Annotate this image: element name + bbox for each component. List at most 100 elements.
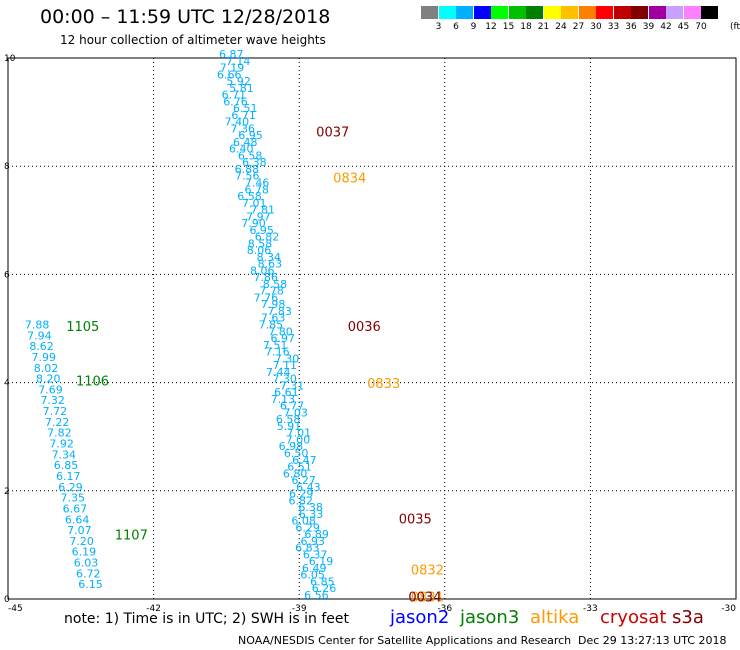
- color-swatch: [578, 6, 596, 19]
- wave-height-point: 6.72: [76, 567, 101, 580]
- wave-height-point: 6.40: [229, 143, 254, 156]
- wave-height-point: 7.63: [261, 312, 286, 325]
- wave-height-point: 7.40: [225, 116, 250, 129]
- color-scale-label: 12: [485, 22, 497, 32]
- y-tick-label: 2: [4, 487, 10, 497]
- y-tick-label: 6: [4, 270, 10, 280]
- color-scale-label: 3: [435, 22, 442, 32]
- wave-height-point: 8.02: [34, 362, 59, 375]
- wave-height-point: 6.43: [296, 481, 321, 494]
- wave-height-point: 8.06: [247, 244, 272, 257]
- wave-height-point: 6.82: [255, 231, 280, 244]
- wave-height-point: 6.27: [291, 474, 316, 487]
- wave-height-point: 6.56: [304, 589, 329, 602]
- pass-time-label: 0036: [348, 320, 381, 335]
- wave-height-point: 6.97: [271, 332, 296, 345]
- color-scale-label: 27: [572, 22, 585, 32]
- wave-height-point: 8.06: [250, 264, 275, 277]
- color-swatch: [701, 6, 718, 19]
- pass-time-label: 0831: [411, 591, 444, 606]
- wave-height-point: 6.15: [78, 578, 103, 591]
- wave-height-point: 6.87: [219, 48, 244, 61]
- wave-height-point: 6.83: [295, 542, 320, 555]
- footer-credit: NOAA/NESDIS Center for Satellite Applica…: [238, 634, 572, 647]
- wave-height-point: 7.76: [254, 291, 279, 304]
- wave-height-point: 7.69: [38, 383, 63, 396]
- wave-height-point: 6.03: [74, 557, 99, 570]
- page-subtitle: 12 hour collection of altimeter wave hei…: [60, 33, 326, 47]
- wave-height-point: 7.03: [283, 406, 308, 419]
- color-swatch: [491, 6, 508, 19]
- color-scale-label: 36: [625, 22, 637, 32]
- wave-height-point: 6.82: [289, 494, 314, 507]
- wave-height-point: 6.67: [63, 502, 88, 515]
- wave-height-point: 8.58: [248, 237, 273, 250]
- wave-height-point: 6.66: [217, 68, 242, 81]
- color-swatch: [666, 6, 683, 19]
- wave-height-point: 7.51: [263, 339, 288, 352]
- pass-time-label: 0833: [367, 377, 400, 392]
- color-swatch: [473, 6, 491, 19]
- y-tick-label: 8: [4, 162, 10, 172]
- color-swatch: [683, 6, 701, 19]
- wave-height-point: 6.19: [309, 555, 334, 568]
- color-scale-label: 6: [453, 22, 459, 32]
- wave-height-point: 7.30: [272, 373, 297, 386]
- wave-height-point: 6.51: [287, 461, 312, 474]
- wave-height-point: 7.97: [246, 210, 271, 223]
- wave-height-point: 6.29: [58, 481, 83, 494]
- color-swatch: [508, 6, 526, 19]
- wave-height-point: 6.38: [298, 501, 323, 514]
- wave-height-point: 7.31: [280, 379, 305, 392]
- y-tick-label: 10: [4, 54, 16, 64]
- wave-height-point: 6.98: [279, 440, 304, 453]
- wave-height-point: 6.47: [292, 454, 317, 467]
- wave-height-point: 6.85: [310, 575, 335, 588]
- page-title: 00:00 – 11:59 UTC 12/28/2018: [40, 6, 331, 28]
- y-tick-label: 4: [4, 379, 10, 389]
- wave-height-point: 8.63: [258, 258, 283, 271]
- wave-height-point: 7.88: [25, 319, 50, 332]
- wave-height-point: 7.16: [265, 346, 290, 359]
- satellite-legend-s3a: s3a: [672, 607, 704, 628]
- x-tick-label: -39: [292, 604, 307, 614]
- color-swatch: [648, 6, 666, 19]
- wave-height-point: 5.91: [277, 420, 302, 433]
- pass-time-label: 0832: [411, 564, 444, 579]
- wave-height-point: 7.14: [226, 55, 251, 68]
- color-swatch: [421, 6, 438, 19]
- wave-height-point: 6.58: [237, 190, 262, 203]
- wave-height-point: 7.13: [271, 393, 296, 406]
- color-swatch: [596, 6, 613, 19]
- color-swatch: [438, 6, 456, 19]
- satellite-legend-altika: altika: [530, 607, 580, 628]
- wave-height-point: 7.01: [287, 427, 312, 440]
- wave-height-point: 7.20: [69, 535, 94, 548]
- wave-height-point: 6.64: [65, 513, 90, 526]
- wave-height-point: 7.22: [45, 416, 70, 429]
- wave-height-point: 6.37: [303, 548, 328, 561]
- wave-height-point: 8.20: [36, 373, 61, 386]
- wave-height-point: 6.88: [235, 163, 260, 176]
- wave-height-point: 6.95: [249, 224, 274, 237]
- wave-height-point: 7.83: [267, 305, 292, 318]
- wave-height-point: 6.51: [233, 102, 258, 115]
- wave-height-point: 5.92: [226, 75, 251, 88]
- wave-height-point: 6.19: [72, 546, 97, 559]
- color-scale-label: 21: [537, 22, 550, 32]
- pass-time-label: 0034: [408, 591, 441, 606]
- wave-height-point: 7.46: [245, 176, 270, 189]
- wave-height-point: 6.80: [283, 467, 308, 480]
- pass-time-label: 1106: [76, 374, 109, 389]
- wave-height-point: 6.71: [222, 89, 247, 102]
- x-tick-label: -33: [583, 604, 598, 614]
- satellite-legend-cryosat: cryosat: [600, 607, 667, 628]
- wave-height-point: 6.89: [304, 528, 329, 541]
- color-scale-label: 30: [590, 22, 602, 32]
- wave-height-point: 6.29: [289, 488, 314, 501]
- wave-height-point: 7.78: [259, 285, 284, 298]
- wave-height-point: 6.95: [238, 129, 263, 142]
- wave-height-point: 7.30: [275, 352, 300, 365]
- wave-height-point: 6.05: [300, 569, 325, 582]
- wave-height-point: 7.19: [220, 62, 245, 75]
